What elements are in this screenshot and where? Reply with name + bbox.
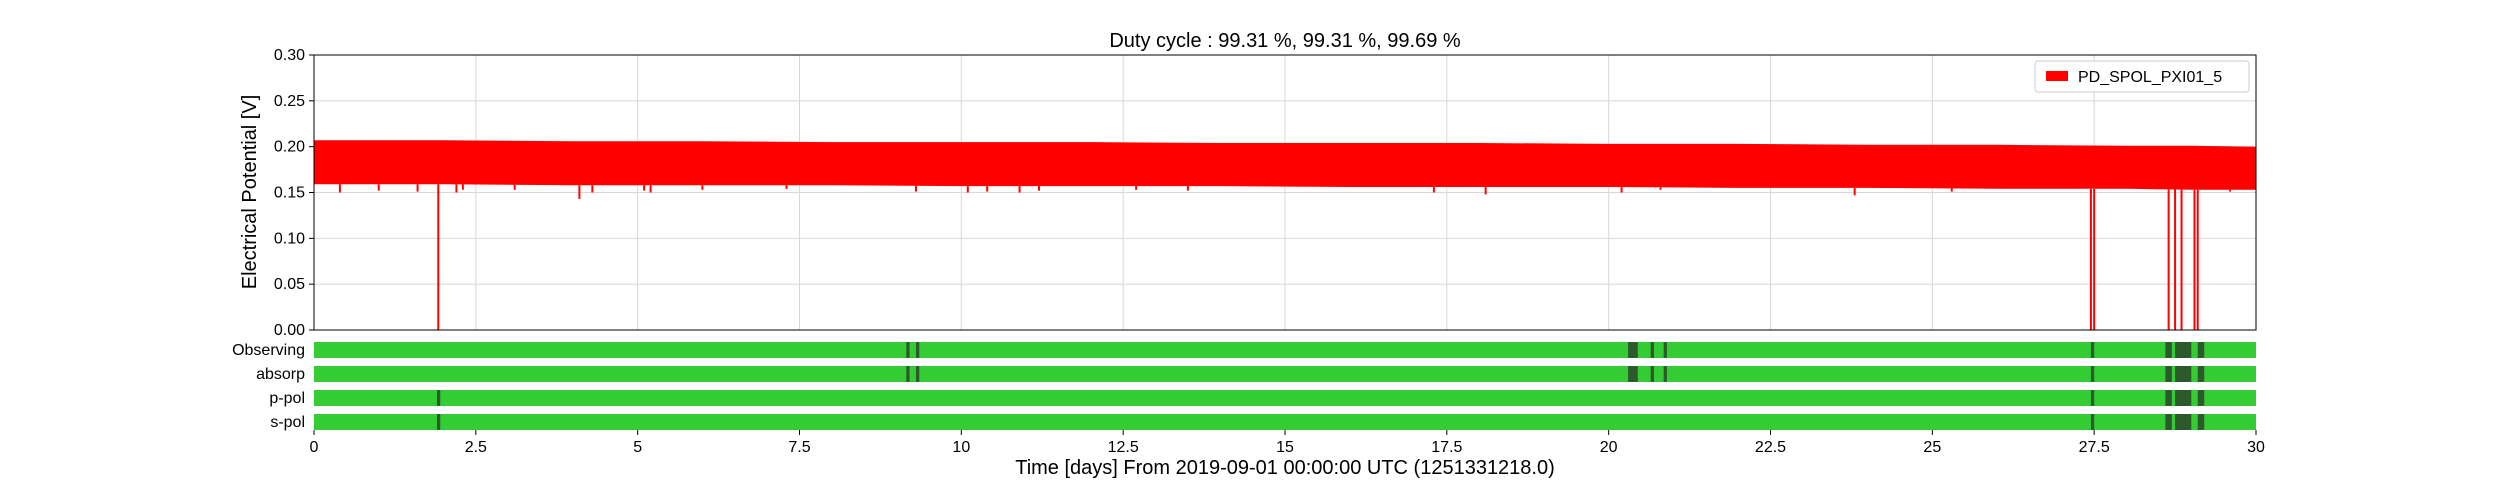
x-tick-label: 12.5 bbox=[1108, 439, 1139, 456]
legend-label: PD_SPOL_PXI01_5 bbox=[2078, 69, 2222, 86]
y-tick-label: 0.30 bbox=[274, 47, 305, 64]
x-tick-label: 15 bbox=[1276, 439, 1294, 456]
flag-gap bbox=[916, 366, 920, 382]
flag-gap bbox=[2197, 342, 2205, 358]
legend: PD_SPOL_PXI01_5 bbox=[2034, 60, 2250, 93]
chart-title: Duty cycle : 99.31 %, 99.31 %, 99.69 % bbox=[1109, 30, 1461, 52]
x-tick-label: 7.5 bbox=[788, 439, 810, 456]
y-tick-label: 0.15 bbox=[274, 185, 305, 202]
flag-bar bbox=[314, 390, 2256, 406]
x-tick-label: 30 bbox=[2247, 439, 2265, 456]
flag-bar bbox=[314, 414, 2256, 430]
flag-gap bbox=[2175, 366, 2192, 382]
flag-gap bbox=[1628, 366, 1638, 382]
flag-gap bbox=[436, 390, 441, 406]
series-band bbox=[314, 140, 2256, 190]
flag-gap bbox=[2197, 390, 2205, 406]
x-tick-label: 5 bbox=[633, 439, 642, 456]
flag-bar bbox=[314, 342, 2256, 358]
grid-lines bbox=[313, 54, 2257, 331]
flag-gap bbox=[2165, 414, 2172, 430]
flag-gap bbox=[2165, 342, 2172, 358]
y-tick-label: 0.25 bbox=[274, 93, 305, 110]
y-axis: 0.00 0.05 0.10 0.15 0.20 0.25 0.30 bbox=[274, 47, 314, 339]
x-tick-label: 10 bbox=[952, 439, 970, 456]
flag-gap bbox=[2175, 390, 2192, 406]
x-tick-label: 25 bbox=[1923, 439, 1941, 456]
flag-gap bbox=[1628, 342, 1638, 358]
y-tick-label: 0.20 bbox=[274, 139, 305, 156]
flag-gap bbox=[2090, 366, 2095, 382]
flag-label: Observing bbox=[232, 342, 305, 359]
flag-gap bbox=[906, 342, 910, 358]
y-axis-title: Electrical Potential [V] bbox=[239, 95, 261, 290]
flag-gap bbox=[2197, 414, 2205, 430]
flag-gap bbox=[1663, 366, 1667, 382]
state-flags: Observing absorp p-pol s-pol bbox=[232, 342, 2256, 431]
flag-gap bbox=[906, 366, 910, 382]
flag-gap bbox=[2175, 414, 2192, 430]
flag-label: s-pol bbox=[270, 414, 305, 431]
flag-gap bbox=[1650, 342, 1654, 358]
flag-gap bbox=[2175, 342, 2192, 358]
y-tick-label: 0.00 bbox=[274, 322, 305, 339]
x-tick-label: 20 bbox=[1600, 439, 1618, 456]
flag-gap bbox=[2090, 390, 2095, 406]
x-tick-label: 17.5 bbox=[1431, 439, 1462, 456]
x-tick-label: 22.5 bbox=[1755, 439, 1786, 456]
y-tick-label: 0.10 bbox=[274, 230, 305, 247]
x-axis-title: Time [days] From 2019-09-01 00:00:00 UTC… bbox=[1015, 457, 1555, 479]
y-tick-label: 0.05 bbox=[274, 276, 305, 293]
flag-gap bbox=[436, 414, 441, 430]
legend-swatch bbox=[2046, 71, 2068, 81]
x-tick-label: 2.5 bbox=[465, 439, 487, 456]
flag-gap bbox=[1663, 342, 1667, 358]
flag-gap bbox=[2165, 390, 2172, 406]
legend-box bbox=[2034, 60, 2250, 93]
flag-label: p-pol bbox=[269, 390, 305, 407]
data-layer bbox=[314, 140, 2256, 330]
flag-gap bbox=[2165, 366, 2172, 382]
flag-gap bbox=[916, 342, 920, 358]
x-tick-label: 0 bbox=[310, 439, 319, 456]
flag-gap bbox=[2090, 342, 2095, 358]
flag-gap bbox=[1650, 366, 1654, 382]
flag-label: absorp bbox=[256, 366, 305, 383]
flag-gap bbox=[2090, 414, 2095, 430]
x-tick-label: 27.5 bbox=[2079, 439, 2110, 456]
flag-bar bbox=[314, 366, 2256, 382]
x-axis: 0 2.5 5 7.5 10 12.5 15 17.5 20 22.5 25 27.5 30 bbox=[310, 430, 2265, 456]
flag-gap bbox=[2197, 366, 2205, 382]
